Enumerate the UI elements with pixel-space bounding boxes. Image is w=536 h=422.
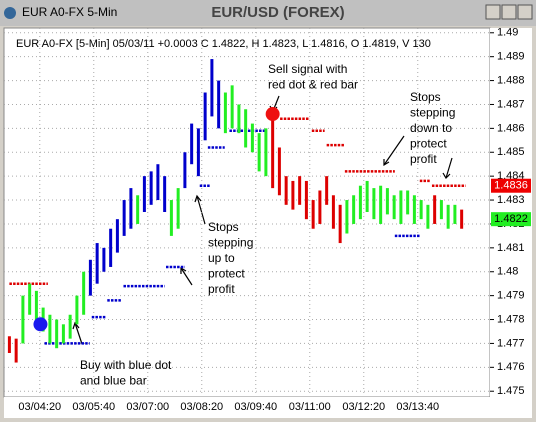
arrow <box>445 157 453 179</box>
price-tag <box>491 178 531 193</box>
arrow-head <box>72 321 80 330</box>
y-tick-label: 1.476 <box>497 361 525 373</box>
annotation: profit <box>208 282 235 296</box>
chart-subtitle: EUR A0-FX [5-Min] 05/03/11 +0.0003 C 1.4… <box>16 38 431 50</box>
y-tick-label: 1.49 <box>497 27 518 39</box>
y-tick-label: 1.481 <box>497 242 525 254</box>
annotation: up to <box>208 251 235 265</box>
annotation: red dot & red bar <box>268 78 358 92</box>
annotation: and blue bar <box>80 374 147 388</box>
title-bar <box>0 0 536 26</box>
annotation: protect <box>208 267 245 281</box>
x-tick-label: 03/04:20 <box>18 401 61 413</box>
annotation: Stops <box>410 90 441 104</box>
signal-dot <box>265 107 280 122</box>
price-tag-label: 1.4836 <box>494 180 528 192</box>
plot-area <box>3 27 491 398</box>
y-tick-label: 1.489 <box>497 51 525 63</box>
x-axis-area <box>4 397 532 418</box>
arrow <box>383 135 405 166</box>
y-tick-label: 1.485 <box>497 146 525 158</box>
y-tick-label: 1.483 <box>497 194 525 206</box>
price-tag <box>491 212 531 227</box>
y-tick-label: 1.479 <box>497 290 525 302</box>
annotation: down to <box>410 121 452 135</box>
maximize[interactable] <box>501 4 517 20</box>
window-buttons[interactable] <box>485 4 533 20</box>
annotations: Sell signal with red dot & red bar Stops st… <box>80 62 455 388</box>
y-tick-label: 1.48 <box>497 266 518 278</box>
arrow <box>74 322 83 345</box>
close[interactable] <box>517 4 533 20</box>
app-icon <box>4 7 16 19</box>
y-tick-label: 1.487 <box>497 98 525 110</box>
annotation: stepping <box>410 106 455 120</box>
annotation: stepping <box>208 236 253 250</box>
x-tick-label: 03/12:20 <box>342 401 385 413</box>
y-tick-label: 1.478 <box>497 313 525 325</box>
arrow-head <box>194 194 202 203</box>
price-tag-label: 1.4822 <box>494 213 528 225</box>
annotation: Buy with blue dot <box>80 358 172 372</box>
x-tick-label: 03/08:20 <box>180 401 223 413</box>
arrow <box>180 267 193 286</box>
x-tick-label: 03/11:00 <box>289 401 331 413</box>
arrow <box>196 195 206 225</box>
y-tick-label: 1.488 <box>497 74 525 86</box>
signal-dot <box>33 317 48 332</box>
annotation: Stops <box>208 220 239 234</box>
x-tick-label: 03/13:40 <box>396 401 439 413</box>
x-tick-label: 03/07:00 <box>126 401 169 413</box>
arrows <box>72 95 453 345</box>
minimize[interactable] <box>485 4 501 20</box>
y-tick-label: 1.477 <box>497 337 525 349</box>
annotation: protect <box>410 137 447 151</box>
y-tick-label: 1.475 <box>497 385 525 397</box>
chart-title: EUR/USD (FOREX) <box>211 4 344 21</box>
arrow-head <box>442 172 451 179</box>
arrow-head <box>383 159 390 167</box>
x-tick-label: 03/09:40 <box>234 401 277 413</box>
annotation: Sell signal with <box>268 62 347 76</box>
y-tick-label: 1.486 <box>497 122 525 134</box>
annotation: profit <box>410 152 437 166</box>
x-tick-label: 03/05:40 <box>72 401 115 413</box>
window-title: EUR A0-FX 5-Min <box>22 5 117 19</box>
